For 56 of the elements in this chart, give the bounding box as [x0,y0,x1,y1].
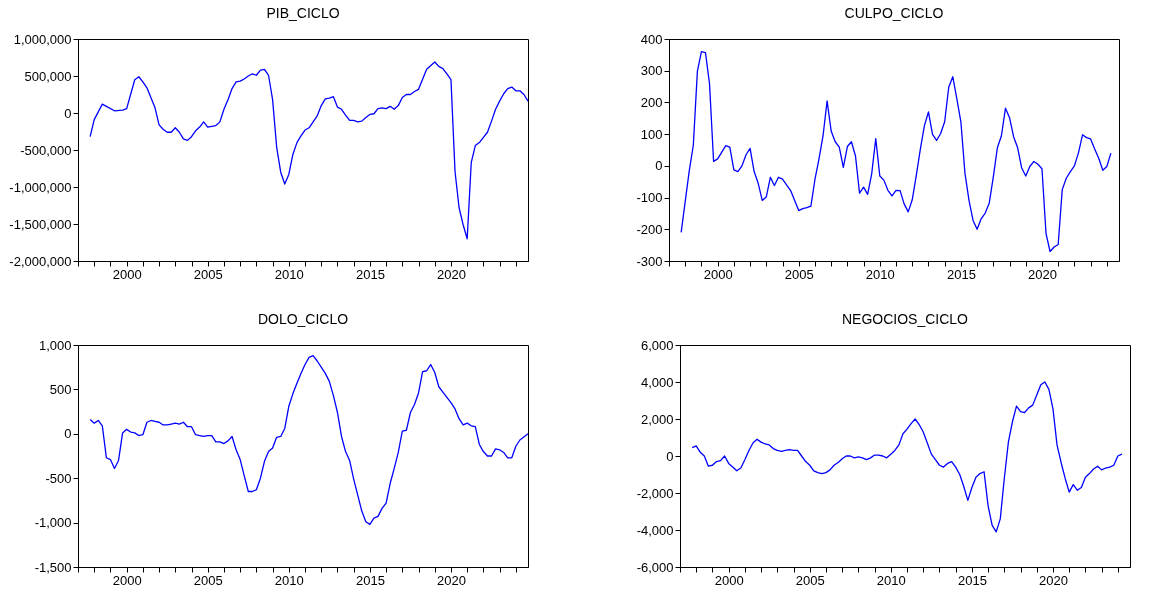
y-tick-label: -6,000 [636,559,674,575]
x-tick-label: 2020 [1039,572,1068,588]
x-tick-label: 2005 [193,572,223,588]
x-tick-label: 2020 [1028,266,1057,282]
x-tick-label: 2015 [946,266,976,282]
y-tick-label: 0 [655,158,663,174]
line-series [691,381,1123,533]
y-tick-label: -2,000,000 [9,253,72,269]
y-tick-label: 0 [64,105,72,121]
y-tick-label: 1,000,000 [13,31,72,47]
x-tick-label: 2000 [112,572,142,588]
x-tick-label: 2005 [784,266,814,282]
x-tick-label: 2010 [274,266,304,282]
y-tick-label: -2,000 [636,485,674,501]
y-tick-label: -4,000 [636,522,674,538]
x-tick-label: 2015 [355,266,385,282]
chart-title: DOLO_CICLO [257,311,349,327]
x-tick-label: 2015 [957,572,987,588]
y-tick-label: 100 [640,126,663,142]
x-tick-label: 2010 [274,572,304,588]
line-series [89,61,529,240]
y-tick-label: 500 [49,381,72,397]
y-tick-label: -1,500,000 [9,216,72,232]
y-tick-label: 1,000 [38,337,72,353]
x-tick-label: 2000 [112,266,142,282]
chart-title: PIB_CICLO [266,5,340,21]
x-tick-label: 2020 [437,572,466,588]
chart-title: NEGOCIOS_CICLO [841,311,969,327]
x-tick-label: 2000 [714,572,744,588]
y-tick-label: 0 [666,448,674,464]
y-tick-label: -1,000,000 [9,179,72,195]
chart-title: CULPO_CICLO [844,5,944,21]
y-tick-label: 400 [640,31,663,47]
x-tick-label: 2015 [355,572,385,588]
y-tick-label: -1,000 [34,515,72,531]
y-tick-label: 0 [64,426,72,442]
x-tick-label: 2010 [876,572,906,588]
y-tick-label: 200 [640,94,663,110]
x-tick-label: 2005 [795,572,825,588]
y-tick-label: -1,500 [34,559,72,575]
y-tick-label: 4,000 [640,374,674,390]
y-tick-label: -100 [636,190,663,206]
line-series [680,51,1112,253]
y-tick-label: -300 [636,253,663,269]
x-tick-label: 2020 [437,266,466,282]
x-tick-label: 2000 [703,266,733,282]
x-tick-label: 2010 [865,266,895,282]
line-series [89,355,529,526]
y-tick-label: 2,000 [640,411,674,427]
y-tick-label: 300 [640,63,663,79]
y-tick-label: -500 [45,470,72,486]
y-tick-label: -500,000 [20,142,72,158]
y-tick-label: -200 [636,221,663,237]
x-tick-label: 2005 [193,266,223,282]
y-tick-label: 500,000 [24,68,72,84]
y-tick-label: 6,000 [640,337,674,353]
